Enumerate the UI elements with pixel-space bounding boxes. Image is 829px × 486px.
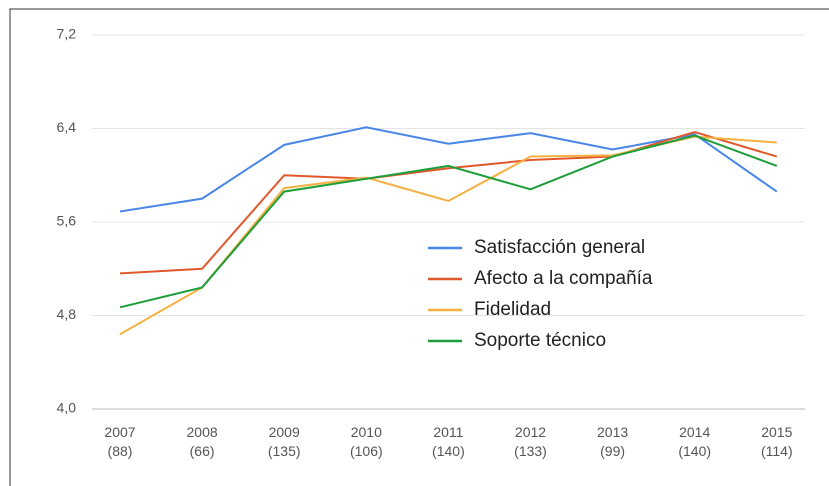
x-tick-label: 2010 (106) [349,424,383,459]
y-tick-label: 4,0 [57,400,77,416]
x-tick-label: 2009 (135) [267,424,301,459]
y-tick-label: 4,8 [57,306,77,322]
x-tick-label: 2007 (88) [104,424,136,459]
legend-label: Afecto a la compañía [474,268,653,289]
frame [9,8,829,486]
y-tick-label: 6,4 [57,119,77,135]
x-tick-label: 2014 (140) [678,424,712,459]
legend-label: Satisfacción general [474,237,645,258]
x-tick-label: 2008 (66) [186,424,218,459]
y-tick-label: 5,6 [57,213,77,229]
x-tick-label: 2012 (133) [514,424,547,459]
x-tick-label: 2011 (140) [432,424,465,459]
legend-label: Soporte técnico [474,330,606,351]
series-line [119,134,778,309]
x-tick-label: 2015 (114) [760,424,793,459]
series-line [119,130,778,275]
y-tick-label: 7,2 [57,26,77,42]
x-tick-label: 2013 (99) [597,424,629,459]
legend-label: Fidelidad [474,299,551,320]
